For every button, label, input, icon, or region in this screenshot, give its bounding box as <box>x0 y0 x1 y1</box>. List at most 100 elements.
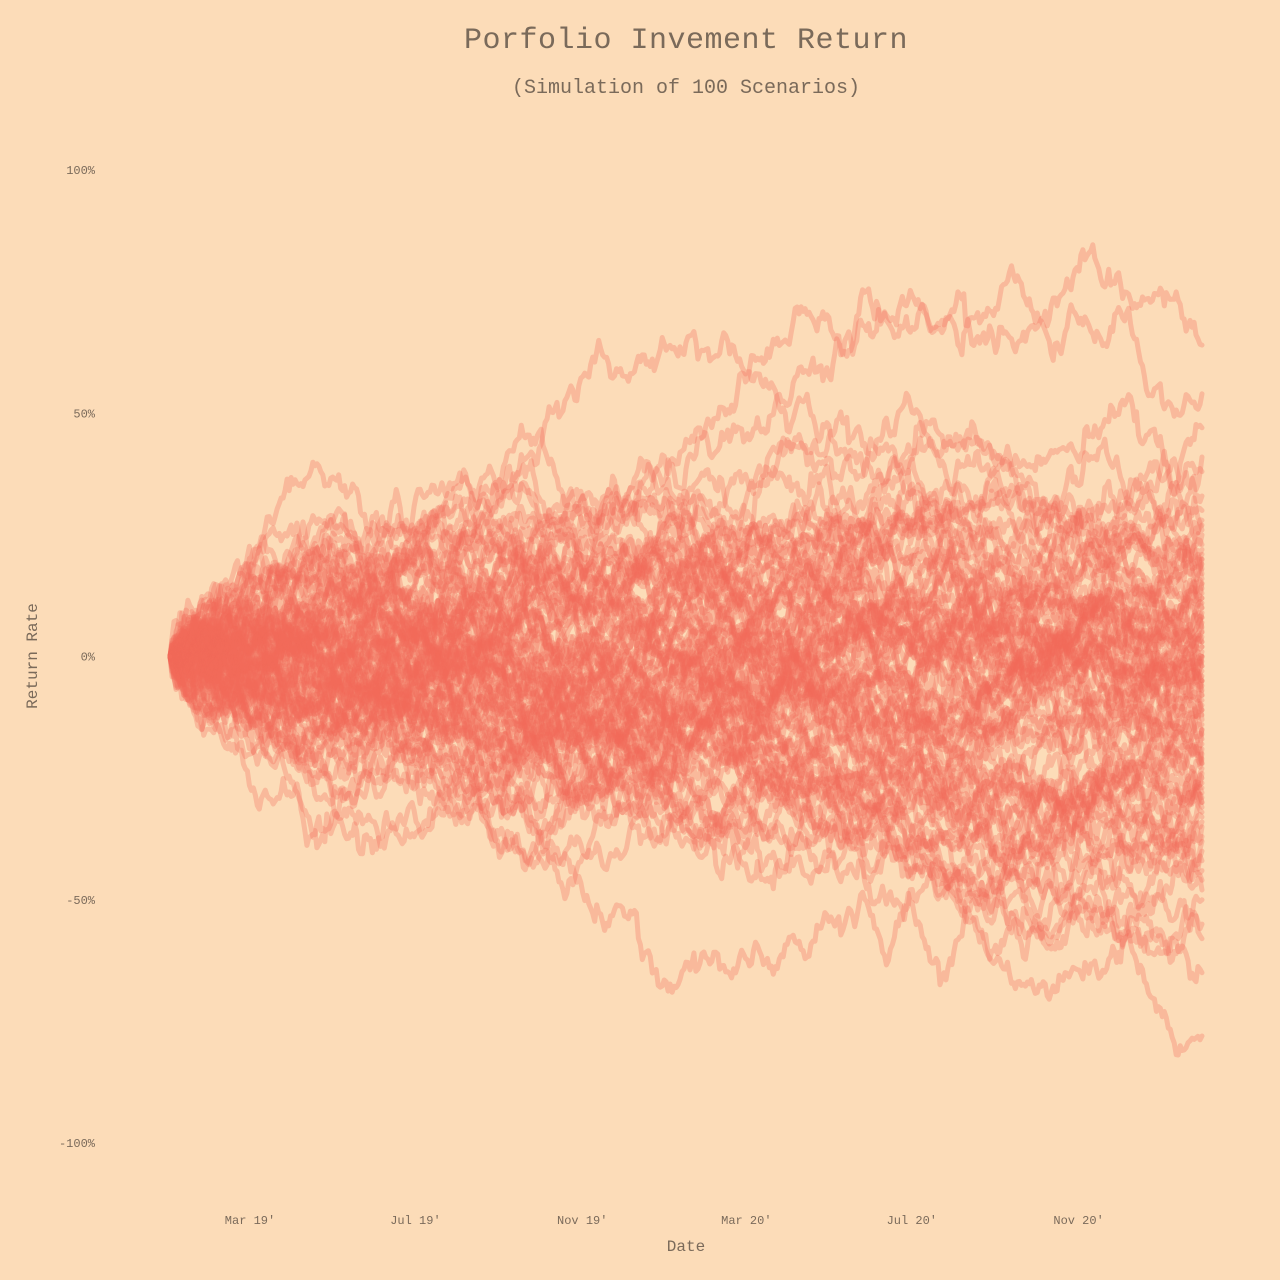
scenario-line <box>167 477 1205 703</box>
y-tick-label: -50% <box>66 894 96 908</box>
scenario-line <box>167 263 1205 677</box>
scenario-line <box>167 579 1205 822</box>
x-tick-label: Jul 19' <box>390 1214 440 1228</box>
scenario-line <box>167 519 1205 735</box>
scenario-line <box>167 514 1205 681</box>
scenario-line <box>167 556 1205 764</box>
scenario-line <box>167 588 1205 821</box>
scenario-line <box>167 487 1205 698</box>
series-group <box>167 242 1205 1058</box>
scenario-line <box>167 493 1205 703</box>
scenario-line <box>167 467 1205 750</box>
scenario-line <box>167 470 1205 687</box>
scenario-line <box>167 644 1205 995</box>
scenario-line <box>167 536 1205 742</box>
scenario-line <box>167 542 1205 718</box>
scenario-line <box>167 529 1205 691</box>
scenario-line <box>167 576 1205 762</box>
x-axis-ticks: Mar 19' Jul 19' Nov 19' Mar 20' Jul 20' Nov 2… <box>225 1214 1104 1228</box>
x-axis-label: Date <box>667 1238 705 1256</box>
scenario-line <box>167 459 1205 862</box>
scenario-line <box>167 589 1205 888</box>
y-tick-label: -100% <box>59 1137 96 1151</box>
scenario-line <box>167 486 1205 675</box>
scenario-line <box>167 517 1205 722</box>
scenario-line <box>167 625 1205 824</box>
scenario-line <box>167 523 1205 679</box>
scenario-line <box>167 651 1205 857</box>
x-tick-label: Nov 20' <box>1053 1214 1103 1228</box>
x-tick-label: Nov 19' <box>557 1214 607 1228</box>
scenario-line <box>167 583 1205 770</box>
scenario-line <box>167 545 1205 783</box>
scenario-line <box>167 422 1205 700</box>
scenario-line <box>167 583 1205 867</box>
scenario-line <box>167 618 1205 851</box>
scenario-line <box>167 597 1205 784</box>
scenario-line <box>167 614 1205 985</box>
scenario-line <box>167 622 1205 859</box>
scenario-line <box>167 592 1205 784</box>
scenario-line <box>167 569 1205 766</box>
scenario-line <box>167 585 1205 883</box>
scenario-line <box>167 563 1205 764</box>
scenario-line <box>167 654 1205 846</box>
scenario-line <box>167 620 1205 941</box>
y-tick-label: 100% <box>66 164 96 178</box>
scenario-line <box>167 647 1205 890</box>
y-tick-label: 0% <box>81 651 96 665</box>
scenario-line <box>167 539 1205 780</box>
scenario-line <box>167 390 1205 678</box>
scenario-line <box>167 617 1205 867</box>
scenario-line <box>167 616 1205 787</box>
scenario-line <box>167 618 1205 835</box>
scenario-line <box>167 607 1205 806</box>
scenario-line <box>167 618 1205 791</box>
scenario-line <box>167 594 1205 760</box>
scenario-line <box>167 615 1205 877</box>
scenario-line <box>167 517 1205 668</box>
scenario-line <box>167 571 1205 757</box>
scenario-line <box>167 492 1205 681</box>
scenario-line <box>167 641 1205 883</box>
scenario-line <box>167 456 1205 709</box>
y-axis-label: Return Rate <box>24 603 42 709</box>
scenario-line <box>167 392 1205 715</box>
x-tick-label: Jul 20' <box>887 1214 937 1228</box>
scenario-line <box>167 537 1205 749</box>
scenario-line <box>167 509 1205 748</box>
scenario-line <box>167 465 1205 667</box>
scenario-line <box>167 610 1205 958</box>
scenario-line <box>167 597 1205 891</box>
scenario-line <box>167 549 1205 828</box>
scenario-line <box>167 639 1205 874</box>
scenario-line <box>167 622 1205 802</box>
scenario-line <box>167 552 1205 919</box>
scenario-line <box>167 329 1205 695</box>
scenario-line <box>167 607 1205 838</box>
chart-subtitle: (Simulation of 100 Scenarios) <box>512 77 860 100</box>
scenario-line <box>167 510 1205 690</box>
scenario-line <box>167 479 1205 902</box>
y-axis-ticks: 100% 50% 0% -50% -100% <box>59 164 96 1151</box>
scenario-line <box>167 612 1205 988</box>
scenario-line <box>167 422 1205 659</box>
scenario-line <box>167 511 1205 749</box>
scenario-line <box>167 640 1205 843</box>
scenario-line <box>167 595 1205 845</box>
scenario-line <box>167 480 1205 680</box>
scenario-line <box>167 578 1205 736</box>
scenario-line <box>167 463 1205 781</box>
scenario-line <box>167 540 1205 779</box>
scenario-line <box>167 649 1205 893</box>
scenario-line <box>167 242 1205 689</box>
scenario-line <box>167 564 1205 892</box>
scenario-line <box>167 502 1205 680</box>
y-tick-label: 50% <box>73 407 95 421</box>
scenario-line <box>167 625 1205 820</box>
scenario-line <box>167 574 1205 1002</box>
scenario-line <box>167 503 1205 741</box>
scenario-line <box>167 645 1205 962</box>
